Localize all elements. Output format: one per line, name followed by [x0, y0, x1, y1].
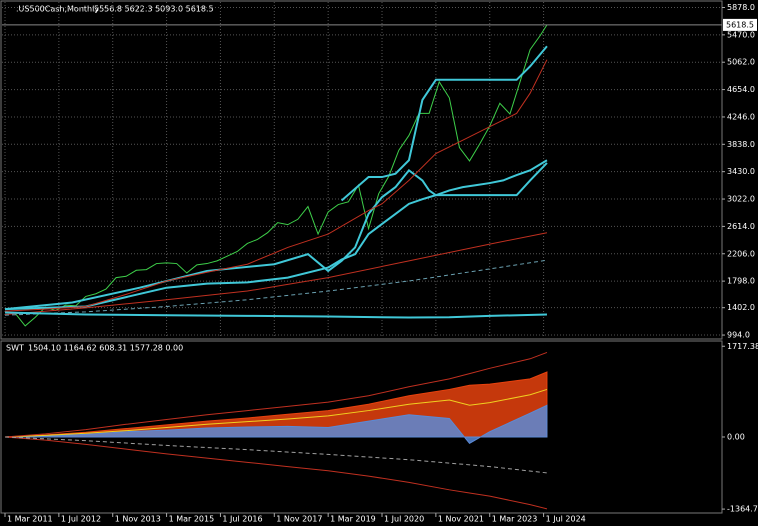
- y-tick-label: 1717.38: [727, 342, 758, 351]
- line: [4, 311, 547, 319]
- line: [4, 59, 548, 312]
- x-tick-label: 1 Mar 2023: [492, 515, 538, 524]
- line: [4, 388, 548, 438]
- indicator-values: 1504.10 1164.62 608.31 1577.28 0.00: [28, 344, 183, 353]
- y-tick-label: 2614.0: [727, 222, 755, 231]
- sub-panel: [0, 340, 723, 514]
- x-tick-label: 1 Jul 2016: [222, 515, 262, 524]
- line: [4, 159, 548, 311]
- y-tick-label: 1798.0: [727, 277, 755, 286]
- y-tick-label: 994.0: [727, 331, 750, 340]
- line: [4, 351, 548, 438]
- main-panel: [0, 0, 723, 340]
- x-tick-label: 1 Nov 2017: [276, 515, 322, 524]
- line: [4, 162, 548, 311]
- x-tick-label: 1 Mar 2015: [169, 515, 215, 524]
- x-tick-label: 1 Jul 2024: [546, 515, 586, 524]
- price-box: [723, 18, 757, 31]
- line: [4, 436, 548, 510]
- x-tick-label: 1 Nov 2013: [115, 515, 161, 524]
- y-tick-label: 1402.0: [727, 303, 755, 312]
- y-tick-label: 0.00: [727, 432, 745, 441]
- indicator-title: SWT: [6, 344, 24, 353]
- ohlc: 5556.8 5622.3 5093.0 5618.5: [94, 5, 214, 14]
- line: [4, 436, 548, 474]
- y-tick-label: 3022.0: [727, 195, 755, 204]
- y-tick-label: 3430.0: [727, 167, 755, 176]
- y-tick-label: 5062.0: [727, 58, 755, 67]
- x-tick-label: 1 Mar 2019: [330, 515, 376, 524]
- price-label: 5618.5: [726, 20, 754, 29]
- line: [4, 232, 548, 316]
- x-tick-label: 1 Mar 2011: [7, 515, 53, 524]
- area: [4, 404, 548, 444]
- y-tick-label: 3838.0: [727, 140, 755, 149]
- line: [4, 24, 548, 327]
- y-tick-label: 2206.0: [727, 249, 755, 258]
- line: [4, 259, 548, 316]
- y-tick-label: -1364.73: [727, 505, 758, 514]
- y-tick-label: 4246.0: [727, 112, 755, 121]
- x-tick-label: 1 Jul 2020: [384, 515, 424, 524]
- x-tick-label: 1 Jul 2012: [61, 515, 101, 524]
- x-tick-label: 1 Nov 2021: [438, 515, 484, 524]
- line: [340, 45, 548, 202]
- y-tick-label: 4654.0: [727, 85, 755, 94]
- y-tick-label: 5470.0: [727, 30, 755, 39]
- y-tick-label: 5878.0: [727, 3, 755, 12]
- chart-title: .US500Cash,Monthly: [16, 5, 99, 14]
